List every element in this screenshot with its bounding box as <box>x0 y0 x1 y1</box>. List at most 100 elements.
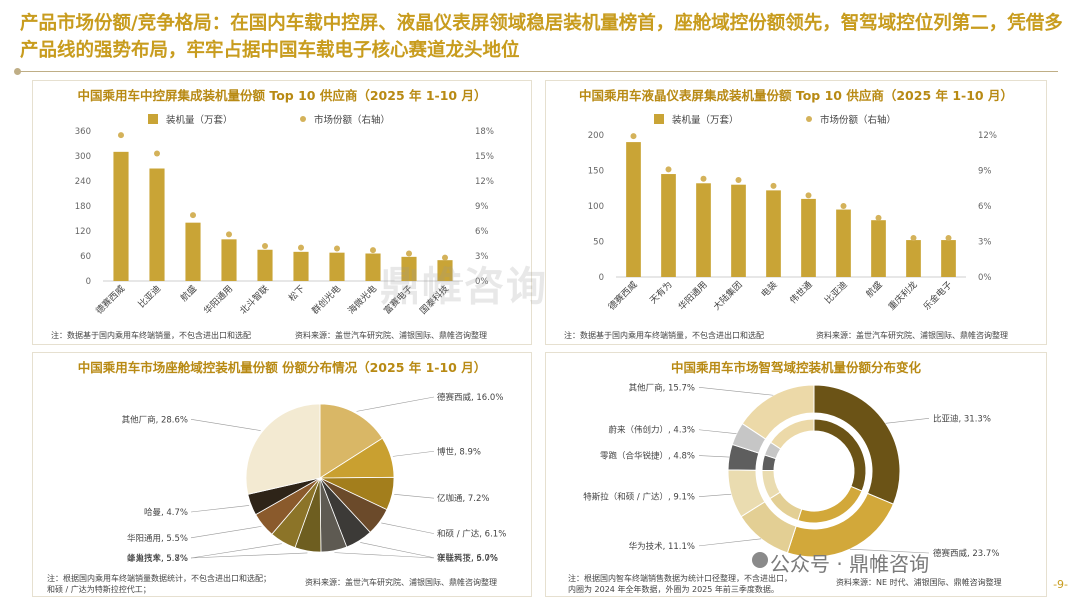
leader-line <box>698 429 737 434</box>
bar <box>185 222 201 281</box>
y-tick-label: 200 <box>588 131 604 141</box>
share-point <box>370 247 376 254</box>
chart-source: 资料来源：盖世汽车研究院、浦银国际、鼎帷咨询整理 <box>305 578 497 587</box>
y-tick-label: 180 <box>75 202 91 212</box>
leader-line <box>334 552 435 559</box>
x-tick-label: 北斗智联 <box>237 283 271 317</box>
x-tick-label: 乐金电子 <box>921 279 955 313</box>
y2-tick-label: 9% <box>475 202 489 212</box>
chart-source: 资料来源：盖世汽车研究院、浦银国际、鼎帷咨询整理 <box>295 331 487 340</box>
share-point <box>910 234 917 241</box>
share-point <box>334 245 340 252</box>
slice-label: 德赛西威, 16.0% <box>437 392 503 403</box>
share-point <box>805 192 812 199</box>
slice-label: 蜂巢汽车, 5.7% <box>127 553 188 564</box>
legend-swatch-bar <box>148 114 158 124</box>
y2-tick-label: 0% <box>978 273 992 283</box>
slice-label: 哈曼, 4.7% <box>144 507 188 518</box>
bar <box>113 151 129 281</box>
y-tick-label: 100 <box>588 202 604 212</box>
leader-line <box>381 522 435 534</box>
y2-tick-label: 9% <box>978 167 992 177</box>
leader-line <box>885 418 930 424</box>
slice-label: 博世, 8.9% <box>437 446 481 457</box>
x-tick-label: 松下 <box>286 283 307 304</box>
y2-tick-label: 3% <box>475 252 489 262</box>
donut-inner-slice <box>769 418 815 450</box>
y2-tick-label: 12% <box>475 177 494 187</box>
slice-label: 德赛西威, 23.7% <box>933 548 999 559</box>
y-tick-label: 240 <box>75 177 91 187</box>
bar <box>626 142 641 277</box>
legend-label-bar: 装机量（万套） <box>166 114 233 126</box>
y-tick-label: 360 <box>75 127 91 137</box>
y2-tick-label: 0% <box>475 277 489 287</box>
slice-label: 华为技术, 11.1% <box>629 541 695 552</box>
slice-label: 蔚来（伟创力）, 4.3% <box>609 425 696 436</box>
slice-label: 其他厂商, 28.6% <box>122 414 188 425</box>
x-tick-label: 比亚迪 <box>822 279 850 307</box>
legend-swatch-bar <box>654 114 664 124</box>
y-tick-label: 150 <box>588 167 604 177</box>
page-number: -9- <box>1053 578 1068 591</box>
share-point <box>118 132 124 139</box>
chart-title: 中国乘用车市场座舱域控装机量份额 份额分布情况（2025 年 1-10 月） <box>77 360 487 375</box>
legend-marker-share <box>806 116 812 122</box>
legend-marker-share <box>300 116 306 122</box>
leader-line <box>698 455 730 458</box>
share-point <box>630 133 637 140</box>
bar <box>149 168 165 281</box>
legend-label-share: 市场份额（右轴） <box>314 114 390 126</box>
bar <box>437 260 453 281</box>
page-title: 产品市场份额/竞争格局：在国内车载中控屏、液晶仪表屏领域稳居装机量榜首，座舱域控… <box>20 13 1063 61</box>
y-tick-label: 300 <box>75 152 91 162</box>
x-tick-label: 天有为 <box>647 279 675 307</box>
x-tick-label: 重庆利龙 <box>886 279 920 313</box>
share-point <box>665 166 672 173</box>
chart-note-line-2: 内圈为 2024 年全年数据，外圈为 2025 年前三季度数据。 <box>568 585 779 594</box>
share-point <box>262 243 268 249</box>
share-point <box>442 254 448 261</box>
bar <box>871 220 886 277</box>
bar <box>221 239 237 281</box>
x-tick-label: 德赛西威 <box>93 283 127 317</box>
leader-line <box>394 494 435 499</box>
bar-chart-cluster: 装机量（万套） 市场份额（右轴） 0 50 100 150 200 0% 3% 6% 9% 12% 德赛… <box>588 114 997 313</box>
slice-label: 和硕 / 广达, 6.1% <box>437 529 506 540</box>
x-tick-label: 比亚迪 <box>136 283 164 311</box>
share-point <box>700 175 707 182</box>
y2-tick-label: 3% <box>978 238 992 248</box>
share-point <box>770 182 777 189</box>
bar <box>696 183 711 277</box>
leader-line <box>190 526 262 539</box>
bar <box>906 240 921 277</box>
donut-chart-adas-domain: 比亚迪, 31.3% 德赛西威, 23.7% 华为技术, 11.1% 特斯拉（和硕 /… <box>583 382 999 559</box>
title-rule <box>16 71 1058 72</box>
y2-tick-label: 6% <box>475 227 489 237</box>
x-tick-label: 华阳通用 <box>676 279 710 313</box>
y2-tick-label: 18% <box>475 127 494 137</box>
pie-slice <box>319 403 383 479</box>
chart-note-line-2: 和硕 / 广达为特斯拉控代工； <box>47 585 151 594</box>
chart-source: 资料来源：NE 时代、浦银国际、鼎帷咨询整理 <box>836 578 1002 587</box>
chart-panel-center-screen: 中国乘用车中控屏集成装机量份额 Top 10 供应商（2025 年 1-10 月… <box>32 80 532 345</box>
chart-panel-cluster: 中国乘用车液晶仪表屏集成装机量份额 Top 10 供应商（2025 年 1-10… <box>545 80 1047 345</box>
y-tick-label: 50 <box>593 238 604 248</box>
bar <box>257 249 273 281</box>
bar <box>365 253 381 281</box>
bar <box>661 174 676 277</box>
x-tick-label: 电装 <box>758 279 779 300</box>
chart-note-line-1: 注：根据国内乘用车终端销量数据统计，不包含进出口和选配； <box>47 574 271 583</box>
watermark: 鼎帷咨询 <box>380 264 548 310</box>
share-point <box>735 176 742 183</box>
bar <box>836 209 851 277</box>
slice-label: 特斯拉（和硕 / 广达）, 9.1% <box>583 492 695 503</box>
legend-label-bar: 装机量（万套） <box>672 114 739 126</box>
wechat-icon <box>752 552 768 568</box>
leader-line <box>360 542 435 559</box>
x-tick-label: 伟世通 <box>787 279 815 307</box>
chart-title: 中国乘用车液晶仪表屏集成装机量份额 Top 10 供应商（2025 年 1-10… <box>579 88 1013 103</box>
leader-line <box>849 548 930 554</box>
slice-label: 亿咖通, 7.2% <box>437 493 490 504</box>
brand-label: 公众号 · 鼎帷咨询 <box>770 552 930 576</box>
